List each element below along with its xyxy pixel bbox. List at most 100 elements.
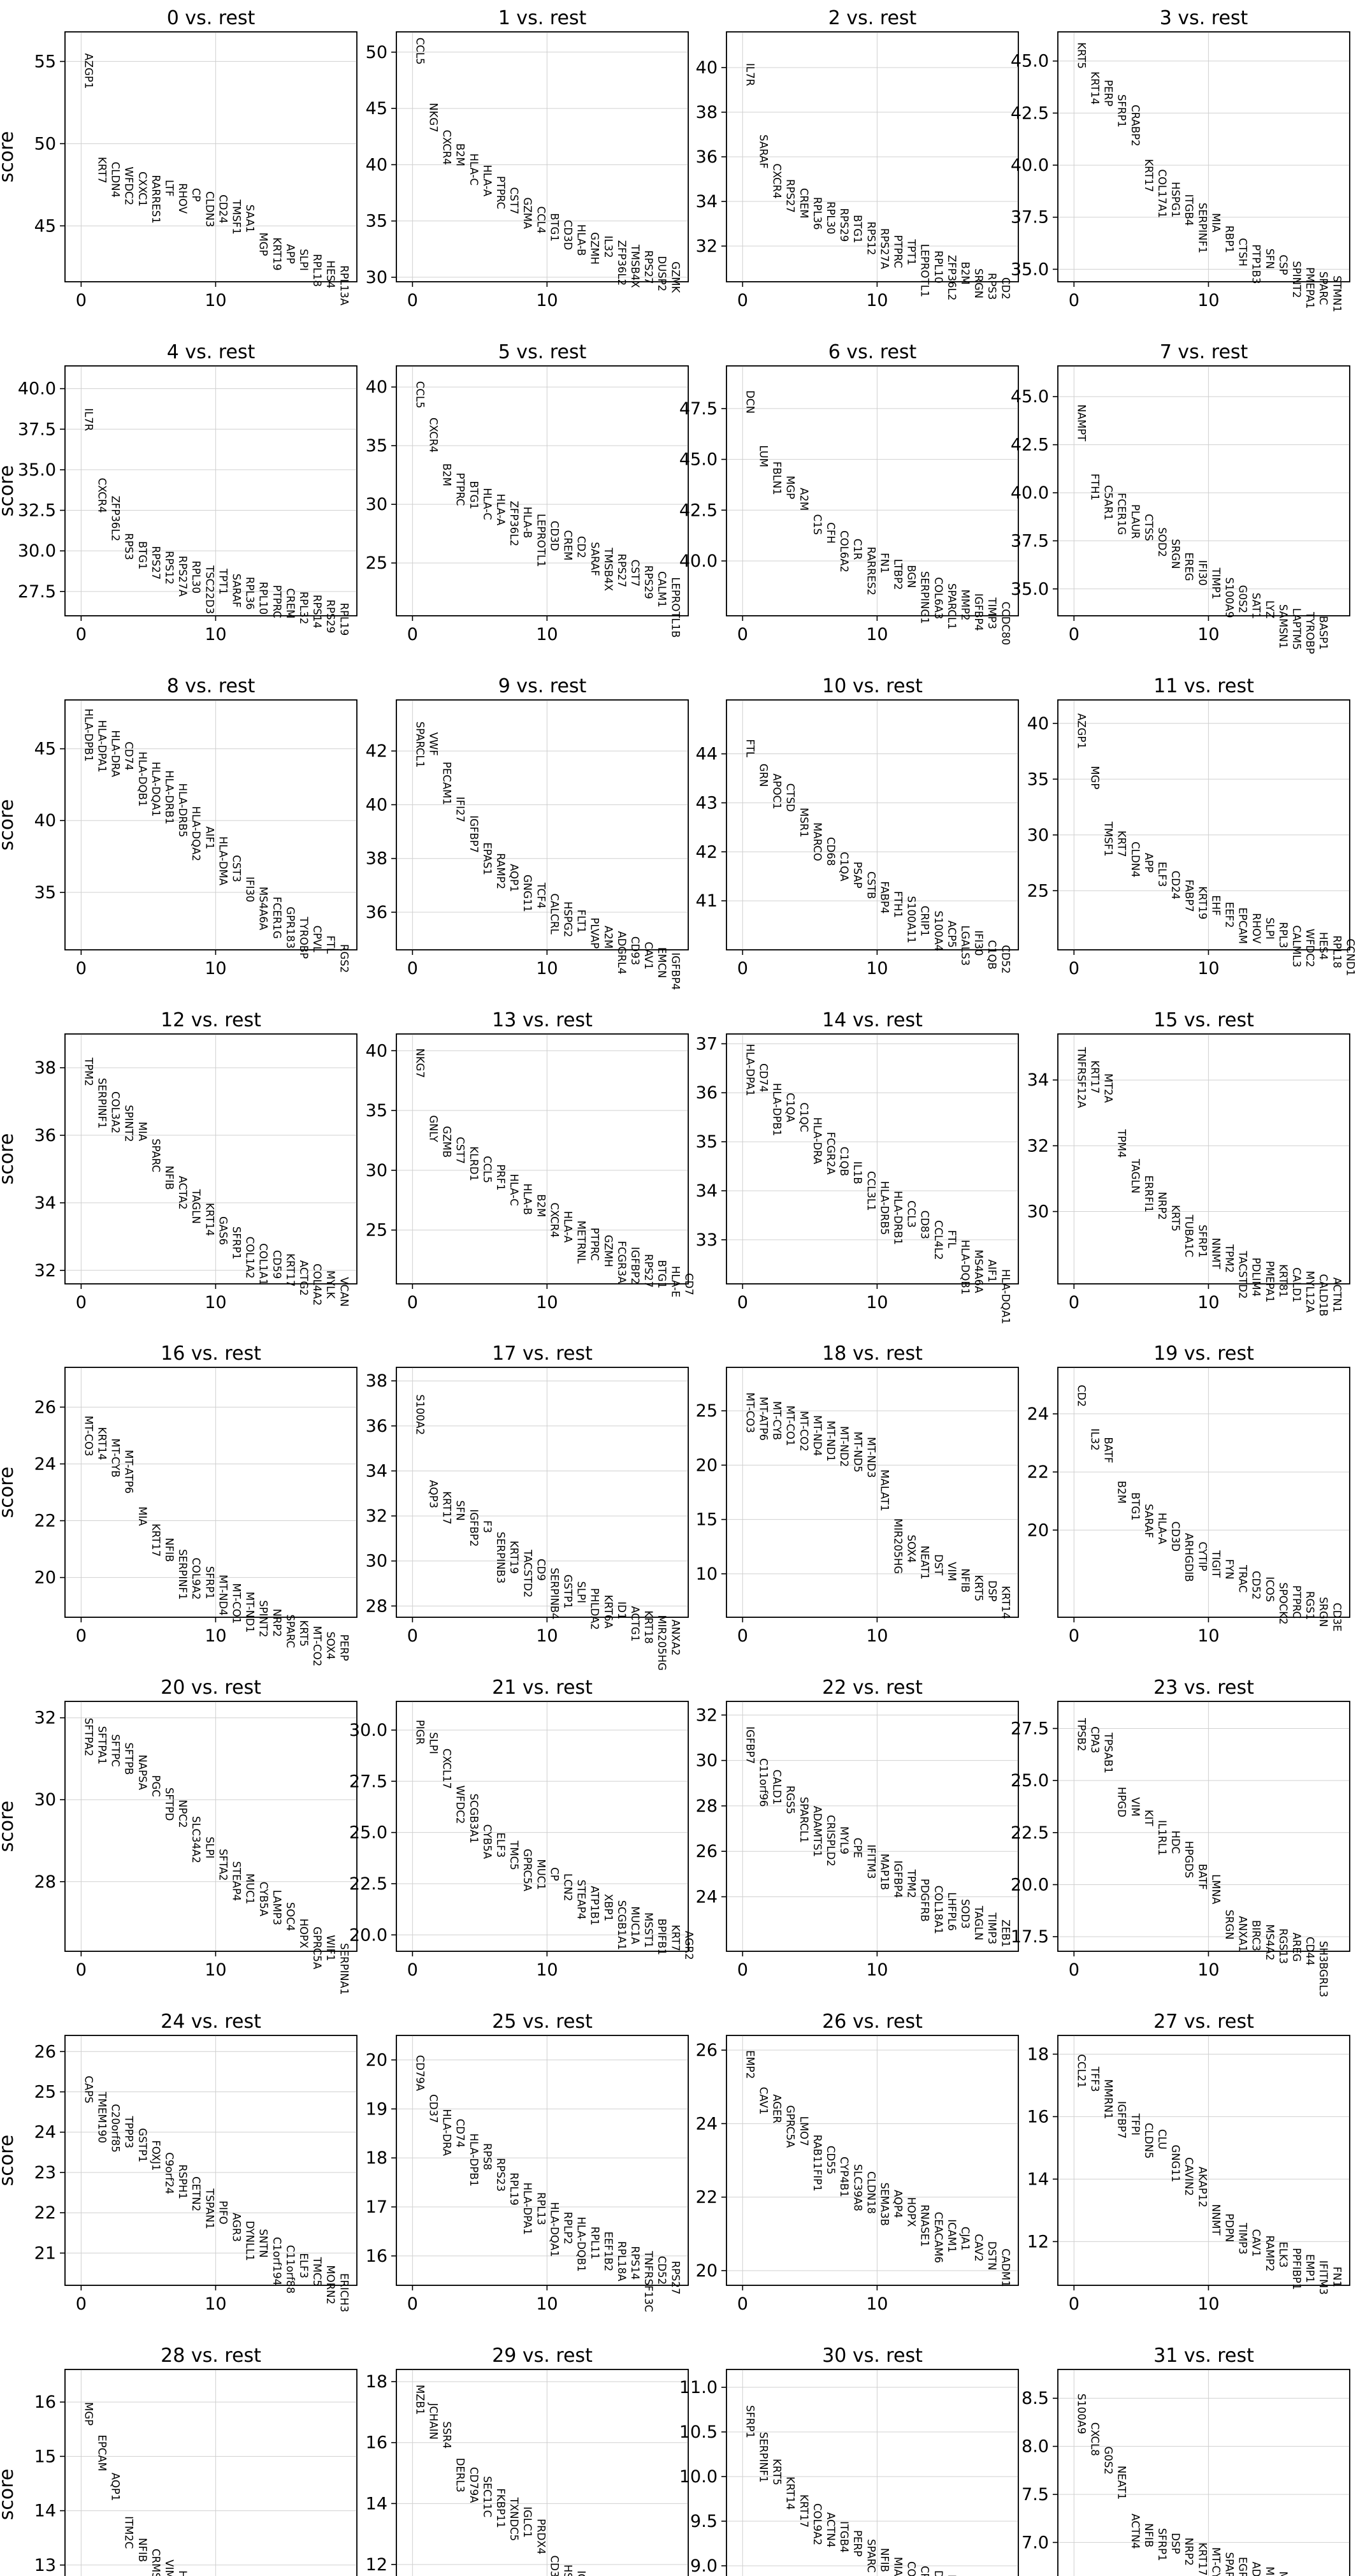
- gene-label: IGFBP4: [669, 952, 681, 990]
- gene-label: HLA-A: [495, 494, 507, 526]
- gene-label: AGER: [770, 2094, 783, 2123]
- gene-label: RPS29: [324, 600, 336, 634]
- panel-title: 0 vs. rest: [167, 7, 256, 29]
- y-tick-label: 22: [696, 2188, 718, 2208]
- gene-label: GZMH: [602, 1235, 614, 1267]
- y-tick-label: 45.0: [1011, 387, 1049, 407]
- gene-label: S100A9: [1075, 2394, 1087, 2434]
- gene-label: MT-ND5: [851, 1432, 863, 1473]
- gene-label: PTPRC: [495, 176, 507, 209]
- gene-label: SPARC: [1224, 2552, 1236, 2576]
- y-tick-label: 26: [696, 2041, 718, 2060]
- gene-label: SRGN: [1317, 1597, 1329, 1627]
- gene-label: SPINT2: [1290, 261, 1303, 298]
- gene-label: STEAP4: [230, 1861, 242, 1902]
- gene-label: CD52: [656, 2256, 668, 2285]
- gene-label: TMSB4X: [602, 547, 614, 591]
- y-tick-label: 40: [1027, 714, 1049, 734]
- x-tick-label: 0: [1069, 291, 1080, 310]
- gene-label: HLA-DPA1: [96, 720, 108, 773]
- gene-label: S100A9: [1224, 578, 1236, 618]
- x-tick-label: 0: [737, 291, 748, 310]
- panel-title: 29 vs. rest: [492, 2345, 593, 2367]
- gene-label: MIA: [1210, 213, 1222, 233]
- y-tick-label: 30.0: [349, 1721, 387, 1740]
- x-tick-label: 10: [205, 1293, 226, 1313]
- gene-label: CLDN3: [203, 191, 215, 227]
- gene-label: C1R: [851, 539, 863, 560]
- gene-label: ZFP36L2: [946, 255, 958, 300]
- gene-label: SPARCL1: [414, 722, 426, 768]
- gene-label: SCGB3A1: [468, 1794, 480, 1844]
- gene-label: SOX4: [324, 1631, 336, 1659]
- y-tick-label: 20: [696, 1455, 718, 1475]
- panel-title: 19 vs. rest: [1153, 1343, 1254, 1365]
- y-tick-label: 22.5: [349, 1874, 387, 1894]
- gene-label: CXCL8: [1088, 2422, 1101, 2456]
- y-tick-label: 24: [696, 1887, 718, 1907]
- y-tick-label: 34: [696, 1181, 718, 1201]
- gene-label: RPL11: [589, 2227, 601, 2260]
- y-tick-label: 25.0: [1011, 1771, 1049, 1791]
- gene-label: COL1A2: [244, 1237, 256, 1279]
- panel-title: 18 vs. rest: [822, 1343, 923, 1365]
- y-tick-label: 14: [1027, 2169, 1049, 2189]
- y-tick-label: 15: [696, 1510, 718, 1530]
- gene-label: A2M: [602, 926, 614, 949]
- gene-label: SFN: [1264, 249, 1276, 269]
- gene-label: TYROBP: [1304, 611, 1316, 654]
- gene-label: PTPRC: [271, 585, 283, 618]
- y-tick-label: 24: [696, 2114, 718, 2134]
- gene-label: PDLIM4: [1250, 1258, 1262, 1297]
- y-tick-label: 26: [34, 2042, 56, 2062]
- gene-label: HLA-DQA1: [150, 762, 162, 817]
- gene-label: RPL10: [257, 582, 270, 615]
- plot-border: [396, 31, 689, 282]
- y-tick-label: 22.5: [1011, 1823, 1049, 1843]
- gene-label: CD59: [271, 1250, 283, 1279]
- y-tick-label: 37.5: [1011, 208, 1049, 228]
- gene-label: CST7: [629, 560, 641, 587]
- gene-label: C1QC: [798, 1103, 810, 1133]
- gene-label: CXXC1: [136, 171, 148, 207]
- gene-label: FCER1G: [1116, 493, 1128, 535]
- gene-label: CLDN4: [109, 162, 121, 198]
- plot-border: [64, 2035, 358, 2286]
- gene-label: EPCAM: [96, 2434, 108, 2471]
- plot-frame: [64, 1701, 358, 1952]
- gene-label: SFRP1: [203, 1566, 215, 1599]
- x-tick-label: 10: [866, 1293, 888, 1313]
- y-tick-label: 12: [1027, 2232, 1049, 2252]
- gene-label: GPRC5A: [311, 1926, 323, 1969]
- gene-label: DUSP2: [656, 256, 668, 291]
- x-tick-label: 0: [737, 1293, 748, 1313]
- gene-label: SRGN: [972, 268, 985, 298]
- gene-label: AREG: [1290, 1933, 1303, 1962]
- gene-label: CCL21: [1075, 2054, 1087, 2088]
- y-tick-label: 36: [696, 1083, 718, 1103]
- y-tick-label: 18: [366, 2148, 387, 2168]
- gene-label: PMEPA1: [1304, 267, 1316, 309]
- gene-label: KRT17: [1143, 159, 1155, 192]
- gene-label: SERPINB4: [548, 1568, 560, 1619]
- y-tick-label: 10: [696, 1564, 718, 1584]
- gene-label: HLA-DRA: [811, 1117, 823, 1165]
- gene-label: CD55: [825, 2146, 837, 2174]
- gene-label: MARCO: [811, 822, 823, 861]
- gene-label: GPRC5A: [784, 2106, 797, 2148]
- y-tick-label: 32: [34, 1708, 56, 1728]
- gene-label: CRISPLD2: [825, 1815, 837, 1867]
- gene-label: SLPI: [427, 1732, 439, 1754]
- gene-label: TMEM190: [96, 2092, 108, 2143]
- gene-label: IFI27: [454, 797, 466, 822]
- y-tick-label: 28: [34, 1872, 56, 1892]
- gene-label: APOC1: [771, 773, 783, 809]
- gene-label: MT-ND2: [838, 1426, 850, 1467]
- plot-frame: [64, 1033, 358, 1284]
- plot-frame: [1057, 1701, 1350, 1952]
- gene-label: ACTN4: [825, 2512, 837, 2547]
- plot-border: [1057, 1701, 1350, 1952]
- gene-label: KRT14: [784, 2477, 797, 2510]
- x-tick-label: 10: [866, 625, 888, 644]
